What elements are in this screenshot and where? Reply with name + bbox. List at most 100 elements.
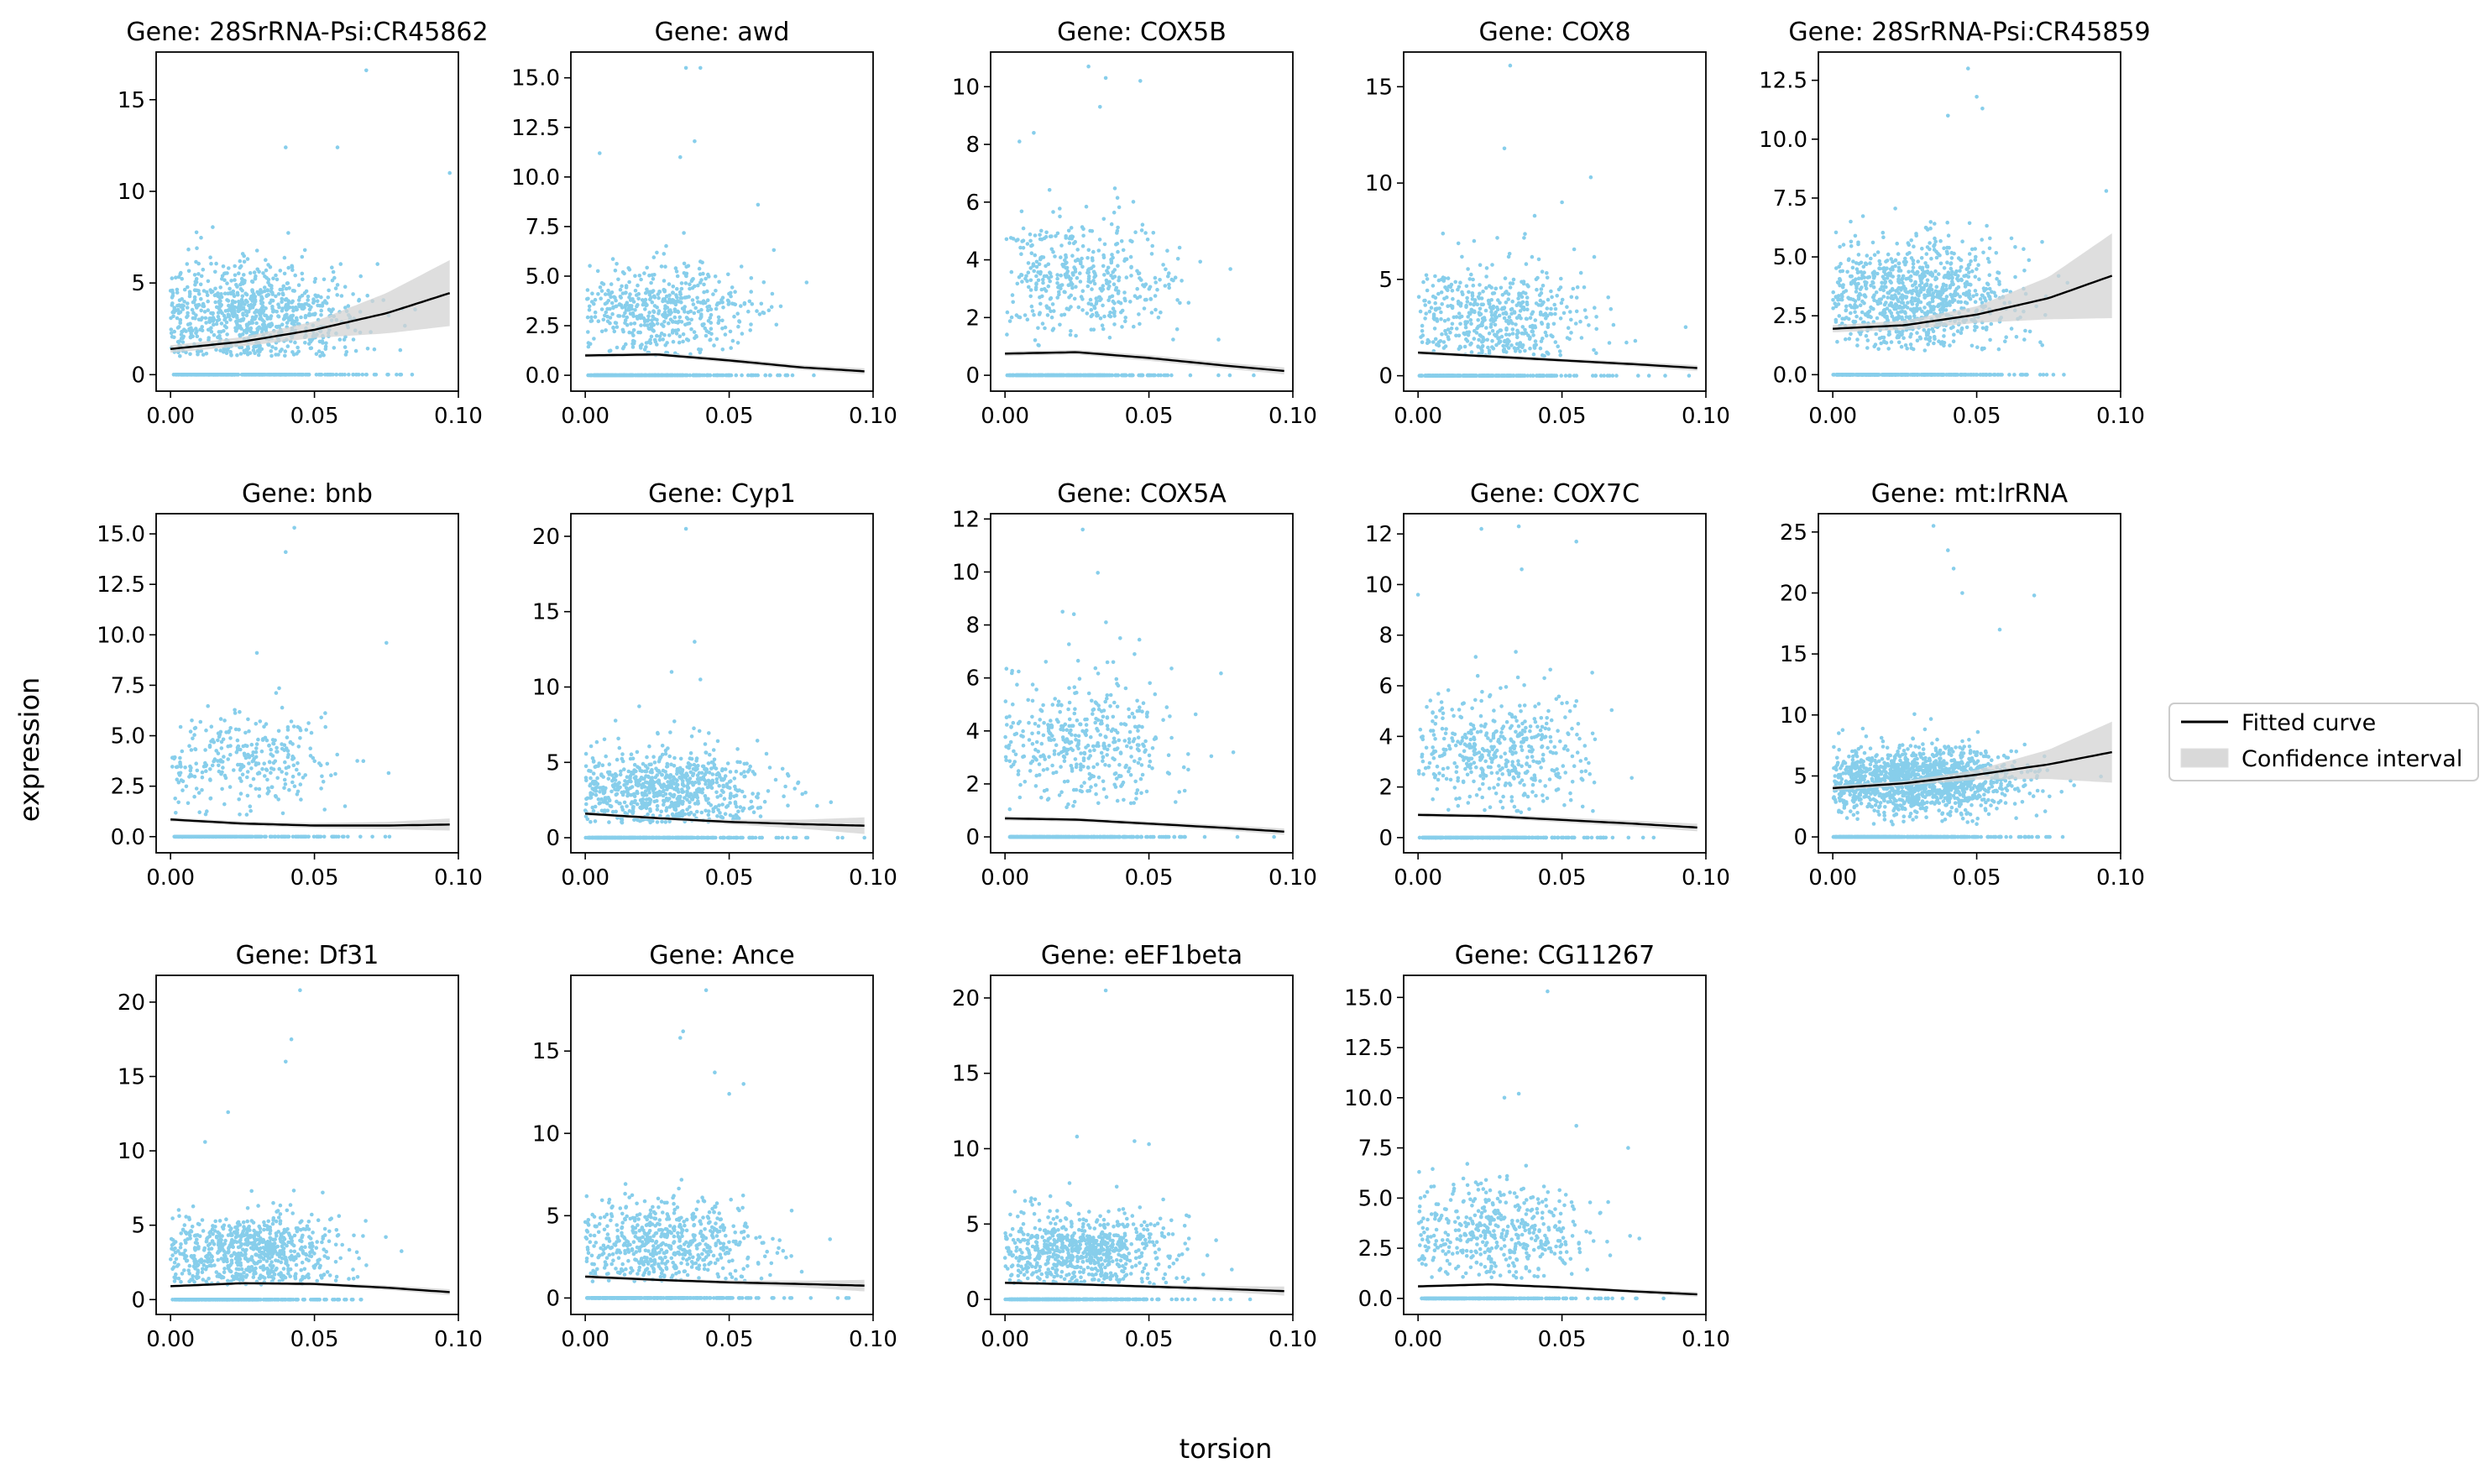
data-point bbox=[1865, 286, 1869, 290]
data-point bbox=[667, 282, 672, 286]
zero-point bbox=[1602, 374, 1606, 378]
data-point bbox=[1491, 291, 1495, 295]
data-point bbox=[1896, 280, 1901, 284]
y-tick-label: 10 bbox=[952, 75, 980, 100]
data-point bbox=[1854, 234, 1858, 238]
data-point bbox=[1038, 272, 1043, 276]
outlier-point bbox=[684, 66, 688, 71]
data-point bbox=[1425, 277, 1430, 281]
data-point bbox=[590, 291, 594, 295]
data-point bbox=[1029, 244, 1033, 248]
data-point bbox=[1496, 298, 1500, 302]
data-point bbox=[615, 321, 619, 326]
data-point bbox=[2015, 335, 2019, 339]
data-point bbox=[1935, 285, 1939, 289]
data-point bbox=[1501, 293, 1505, 297]
data-point bbox=[1929, 220, 1933, 224]
data-point bbox=[1443, 319, 1447, 323]
data-point bbox=[1511, 332, 1515, 336]
data-point bbox=[1941, 285, 1945, 290]
data-point bbox=[1442, 346, 1446, 350]
data-point bbox=[2028, 330, 2032, 334]
data-point bbox=[338, 337, 343, 342]
data-point bbox=[1974, 289, 1978, 293]
data-point bbox=[1451, 289, 1455, 293]
zero-point bbox=[1436, 374, 1441, 378]
data-point bbox=[1896, 298, 1900, 302]
data-point bbox=[1866, 338, 1870, 342]
data-point bbox=[1532, 353, 1536, 357]
zero-point bbox=[1157, 374, 1161, 378]
zero-point bbox=[712, 374, 716, 378]
data-point bbox=[621, 314, 625, 318]
data-point bbox=[1011, 300, 1015, 305]
data-point bbox=[225, 321, 229, 325]
data-point bbox=[263, 290, 267, 294]
data-point bbox=[1988, 338, 1992, 342]
data-point bbox=[688, 282, 692, 286]
data-point bbox=[664, 244, 668, 248]
data-point bbox=[1831, 298, 1835, 302]
data-point bbox=[1568, 310, 1572, 314]
data-point bbox=[255, 268, 259, 272]
data-point bbox=[293, 274, 297, 278]
data-point bbox=[318, 354, 322, 358]
data-point bbox=[739, 304, 743, 308]
data-point bbox=[1922, 293, 1927, 297]
data-point bbox=[1575, 310, 1579, 314]
data-point bbox=[1464, 306, 1468, 310]
data-point bbox=[246, 353, 250, 357]
data-point bbox=[1153, 276, 1158, 280]
data-point bbox=[730, 301, 735, 306]
data-point bbox=[1916, 259, 1920, 264]
data-point bbox=[1070, 281, 1074, 285]
zero-point bbox=[1037, 374, 1041, 378]
data-point bbox=[267, 323, 271, 327]
data-point bbox=[1906, 300, 1910, 305]
data-point bbox=[305, 302, 309, 306]
data-point bbox=[181, 340, 186, 344]
outlier-point bbox=[598, 151, 602, 155]
zero-point bbox=[1130, 374, 1134, 378]
data-point bbox=[1948, 300, 1952, 304]
data-point bbox=[170, 327, 174, 332]
data-point bbox=[1108, 336, 1112, 340]
data-point bbox=[1865, 346, 1870, 350]
zero-point bbox=[735, 374, 739, 378]
data-point bbox=[1530, 330, 1534, 334]
data-point bbox=[246, 257, 250, 261]
data-point bbox=[1423, 316, 1427, 321]
data-point bbox=[736, 341, 740, 345]
data-point bbox=[1862, 301, 1866, 306]
data-point bbox=[1877, 266, 1881, 270]
data-point bbox=[636, 284, 640, 288]
data-point bbox=[308, 313, 312, 317]
data-point bbox=[211, 312, 215, 316]
data-point bbox=[1041, 278, 1045, 282]
data-point bbox=[596, 269, 600, 274]
data-point bbox=[611, 306, 615, 310]
data-point bbox=[1446, 327, 1451, 332]
data-point bbox=[627, 308, 631, 312]
data-point bbox=[313, 280, 317, 285]
data-point bbox=[1153, 294, 1158, 298]
data-point bbox=[1933, 278, 1938, 282]
data-point bbox=[1931, 300, 1935, 304]
data-point bbox=[646, 318, 651, 322]
data-point bbox=[1143, 231, 1148, 235]
y-tick-label: 8 bbox=[965, 133, 980, 158]
data-point bbox=[1027, 285, 1031, 290]
zero-point bbox=[791, 374, 795, 378]
data-point bbox=[1926, 265, 1930, 269]
data-point bbox=[239, 264, 243, 269]
data-point bbox=[1871, 241, 1875, 245]
zero-point bbox=[1966, 373, 1970, 377]
zero-point bbox=[1913, 373, 1917, 377]
data-point bbox=[2004, 335, 2008, 339]
data-point bbox=[599, 285, 603, 290]
data-point bbox=[1634, 339, 1638, 343]
data-point bbox=[1853, 310, 1857, 314]
data-point bbox=[1484, 309, 1488, 313]
data-point bbox=[1570, 295, 1574, 300]
